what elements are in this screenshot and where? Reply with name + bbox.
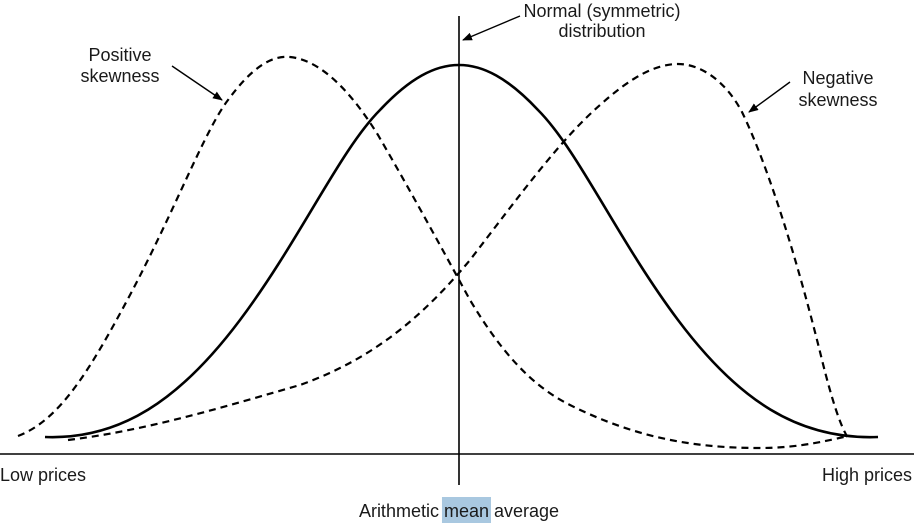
caption-suffix: average	[489, 501, 559, 521]
negative-skew-curve	[67, 62, 849, 442]
positive-skew-curve	[17, 55, 849, 450]
x-axis-high-label: High prices	[822, 465, 912, 485]
negative-pointer-arrow	[748, 81, 791, 113]
x-axis-low-label: Low prices	[0, 465, 86, 485]
positive-label-line2: skewness	[80, 66, 159, 86]
normal-pointer-arrow	[462, 15, 521, 41]
caption-prefix: Arithmetic	[359, 501, 444, 521]
caption-highlight-word: mean	[444, 501, 489, 521]
mean-highlight	[441, 497, 491, 523]
normal-curve	[44, 63, 879, 439]
negative-label-line2: skewness	[798, 90, 877, 110]
mean-caption: Arithmetic mean average	[359, 501, 559, 521]
normal-label-line1: Normal (symmetric)	[524, 1, 681, 21]
positive-label-line1: Positive	[88, 45, 151, 65]
normal-label-line2: distribution	[558, 21, 645, 41]
negative-label-line1: Negative	[802, 68, 873, 88]
positive-pointer-arrow	[171, 65, 223, 101]
